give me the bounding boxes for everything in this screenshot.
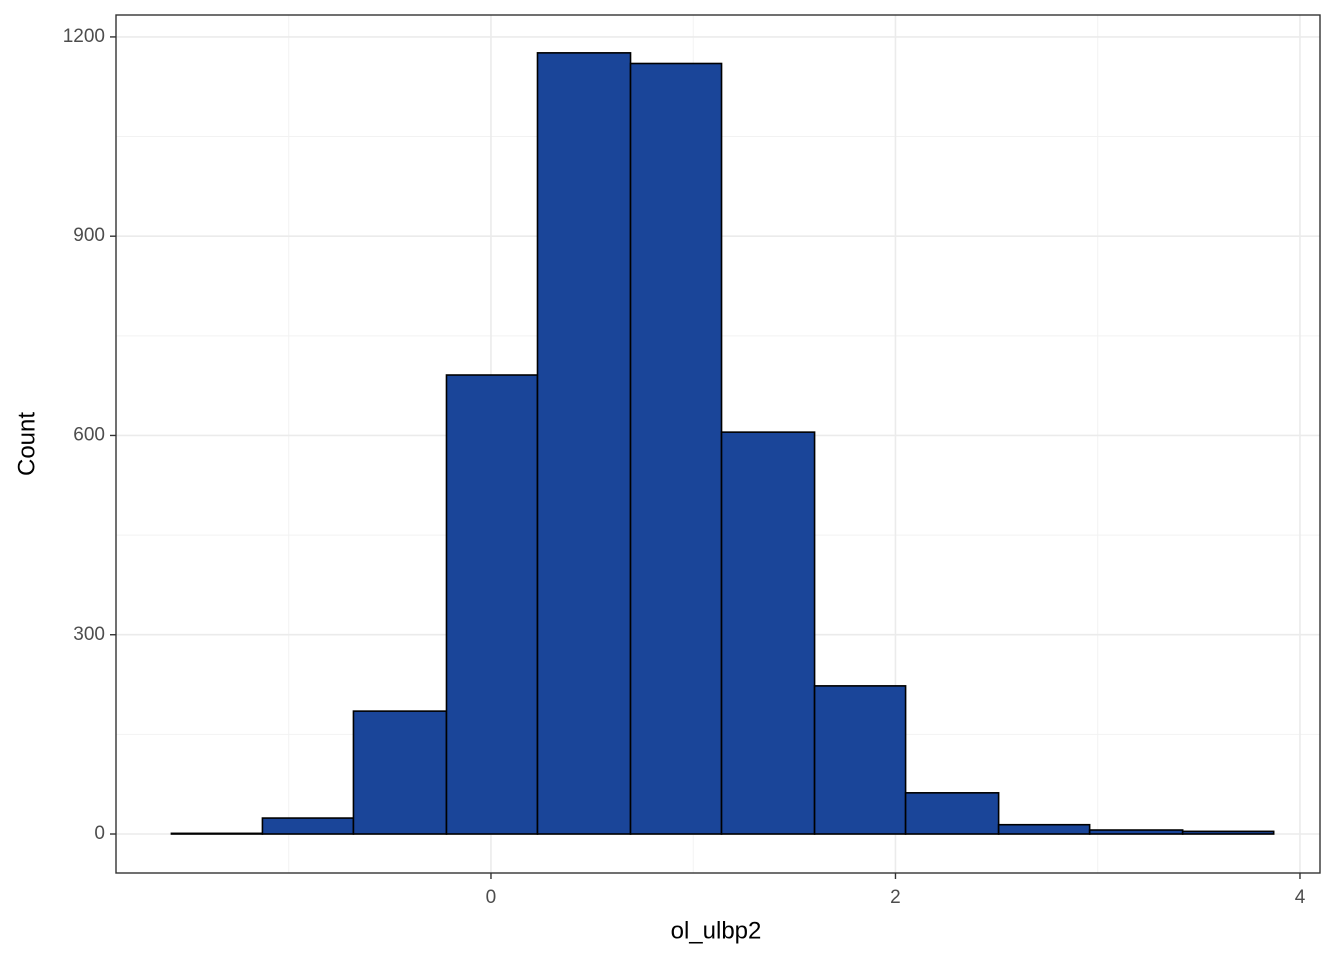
bar	[261, 817, 355, 835]
y-tick-label: 0	[94, 823, 105, 844]
y-tick-label: 600	[73, 424, 105, 445]
bar	[720, 431, 816, 835]
bar	[997, 823, 1091, 835]
bar	[904, 792, 1000, 835]
y-tick-label: 900	[73, 225, 105, 246]
bar	[629, 62, 723, 835]
x-tick-label: 2	[890, 887, 901, 908]
panel-border	[115, 14, 1321, 874]
y-axis-title: Count	[13, 412, 40, 476]
x-tick-label: 4	[1295, 887, 1306, 908]
bar	[1088, 829, 1184, 835]
bar	[536, 52, 632, 835]
y-tick-label: 300	[73, 624, 105, 645]
bar	[352, 710, 448, 835]
bar	[813, 685, 907, 835]
bar	[445, 374, 539, 835]
bar	[170, 832, 264, 835]
y-tick-label: 1200	[63, 26, 105, 47]
bar	[1181, 830, 1275, 835]
x-tick-label: 0	[486, 887, 497, 908]
x-axis-title: ol_ulbp2	[671, 917, 762, 944]
